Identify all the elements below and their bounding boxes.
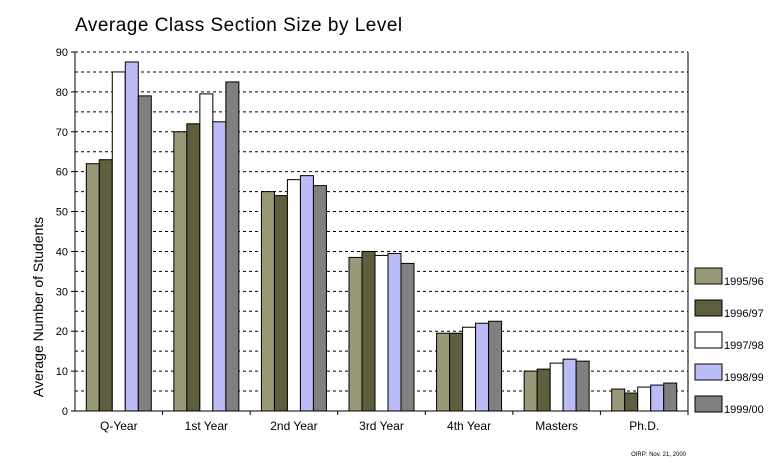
bar xyxy=(449,332,464,412)
legend: 1995/96 1996/97 1997/98 1998/99 1999/00 xyxy=(694,267,764,416)
x-category-label: Ph.D. xyxy=(629,419,659,433)
bar xyxy=(98,159,113,412)
bar xyxy=(611,388,626,412)
bar xyxy=(260,191,275,412)
chart-title: Average Class Section Size by Level xyxy=(75,15,403,36)
bar xyxy=(124,61,139,412)
bar xyxy=(462,326,477,412)
bar xyxy=(549,362,564,412)
bar xyxy=(85,163,100,412)
x-category-labels: Q-Year 1st Year 2nd Year 3rd Year 4th Year Ma… xyxy=(100,419,659,433)
bar xyxy=(400,262,415,412)
bar xyxy=(475,322,490,412)
y-tick-label: 20 xyxy=(56,326,68,338)
legend-swatch xyxy=(694,395,723,413)
bar xyxy=(536,368,551,412)
bar xyxy=(575,360,590,412)
y-tick-label: 10 xyxy=(56,366,68,378)
y-tick-label: 80 xyxy=(56,87,68,99)
x-category-label: 3rd Year xyxy=(359,419,404,433)
y-tick-label: 30 xyxy=(56,286,68,298)
bar xyxy=(624,392,639,412)
y-axis-label: Average Number of Students xyxy=(30,217,46,397)
x-category-label: Q-Year xyxy=(100,419,138,433)
bar xyxy=(212,121,227,412)
bar xyxy=(523,370,538,412)
bar xyxy=(637,386,652,412)
bar xyxy=(361,250,376,412)
legend-label: 1996/97 xyxy=(724,308,764,320)
y-tick-label: 0 xyxy=(62,406,68,418)
bar xyxy=(387,252,402,412)
bar xyxy=(186,123,201,412)
y-tick-label: 70 xyxy=(56,127,68,139)
y-tick-labels: 0 10 20 30 40 50 60 70 80 90 xyxy=(56,47,68,418)
bar xyxy=(348,256,363,412)
legend-swatch xyxy=(694,299,723,317)
bar xyxy=(299,175,314,412)
bar xyxy=(650,384,665,412)
bar xyxy=(312,185,327,412)
legend-label: 1999/00 xyxy=(724,404,764,416)
bars xyxy=(85,61,678,412)
axes xyxy=(71,51,689,415)
bar xyxy=(273,195,288,412)
y-tick-label: 90 xyxy=(56,47,68,59)
legend-swatch xyxy=(694,363,723,381)
legend-swatch xyxy=(694,267,723,285)
bar xyxy=(173,131,188,412)
bar xyxy=(137,95,152,412)
legend-label: 1997/98 xyxy=(724,340,764,352)
bar xyxy=(488,320,503,412)
bar xyxy=(286,179,301,412)
y-tick-label: 50 xyxy=(56,207,68,219)
bar xyxy=(562,358,577,412)
x-category-label: Masters xyxy=(535,419,578,433)
y-tick-label: 60 xyxy=(56,167,68,179)
x-category-label: 4th Year xyxy=(447,419,491,433)
bar xyxy=(111,71,126,412)
legend-label: 1998/99 xyxy=(724,372,764,384)
bar xyxy=(374,254,389,412)
bar xyxy=(663,382,678,412)
bar xyxy=(436,332,451,412)
bar xyxy=(199,93,214,412)
bar xyxy=(225,81,240,412)
y-tick-label: 40 xyxy=(56,246,68,258)
legend-label: 1995/96 xyxy=(724,276,764,288)
x-category-label: 1st Year xyxy=(185,419,228,433)
x-category-label: 2nd Year xyxy=(270,419,317,433)
footnote: OIRP: Nov. 21, 2000 xyxy=(631,452,687,458)
legend-swatch xyxy=(694,331,723,349)
